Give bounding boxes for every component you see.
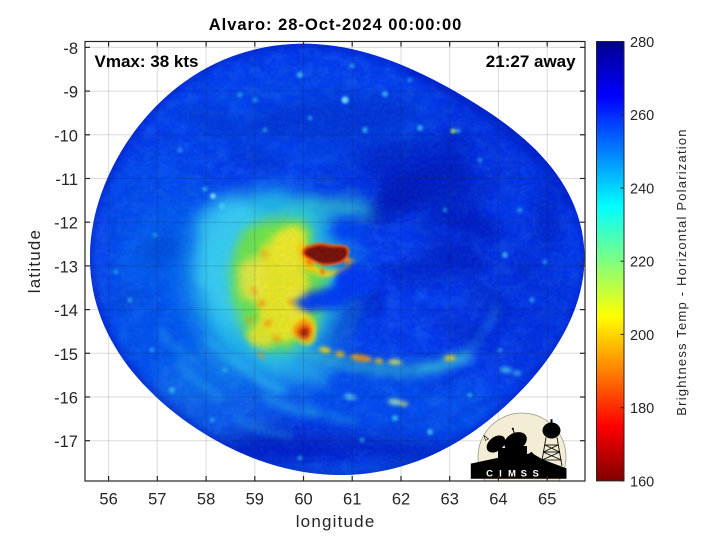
svg-text:240: 240	[630, 181, 654, 197]
svg-text:-13: -13	[54, 258, 78, 276]
svg-text:-12: -12	[54, 215, 78, 233]
svg-text:-11: -11	[55, 171, 78, 189]
svg-text:-8: -8	[63, 40, 78, 58]
svg-text:-17: -17	[54, 433, 78, 451]
svg-text:57: 57	[148, 491, 166, 509]
svg-text:61: 61	[343, 491, 361, 509]
svg-text:S: S	[533, 469, 539, 480]
svg-text:I: I	[499, 469, 502, 480]
svg-text:160: 160	[630, 474, 654, 490]
svg-text:Brightness Temp - Horizontal P: Brightness Temp - Horizontal Polarizatio…	[674, 128, 689, 415]
svg-text:220: 220	[630, 255, 654, 271]
svg-text:-9: -9	[63, 84, 78, 102]
svg-text:200: 200	[630, 328, 654, 344]
svg-text:58: 58	[197, 491, 215, 509]
svg-text:56: 56	[99, 491, 117, 509]
svg-text:Alvaro: 28-Oct-2024 00:00:00: Alvaro: 28-Oct-2024 00:00:00	[209, 16, 463, 34]
svg-text:63: 63	[441, 491, 459, 509]
svg-text:-14: -14	[54, 302, 78, 320]
svg-text:65: 65	[538, 491, 556, 509]
svg-text:S: S	[521, 469, 527, 480]
svg-text:C: C	[486, 469, 493, 480]
svg-text:64: 64	[489, 491, 507, 509]
svg-text:-10: -10	[54, 127, 78, 145]
svg-text:-15: -15	[54, 346, 78, 364]
svg-text:21:27 away: 21:27 away	[486, 52, 576, 71]
svg-text:M: M	[508, 469, 516, 480]
svg-text:59: 59	[246, 491, 264, 509]
svg-text:Vmax: 38 kts: Vmax: 38 kts	[95, 52, 199, 71]
svg-text:longitude: longitude	[296, 512, 376, 531]
svg-text:180: 180	[630, 401, 654, 417]
svg-text:260: 260	[630, 108, 654, 124]
svg-text:latitude: latitude	[25, 229, 44, 293]
svg-text:280: 280	[630, 35, 654, 51]
svg-text:62: 62	[392, 491, 410, 509]
svg-text:60: 60	[294, 491, 312, 509]
svg-text:-16: -16	[54, 390, 78, 408]
